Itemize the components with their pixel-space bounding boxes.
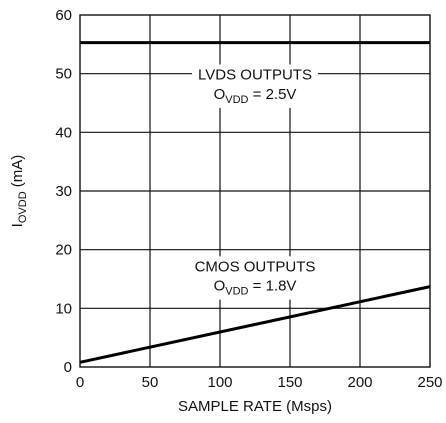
y-axis-title: IOVDD (mA): [9, 155, 29, 228]
y-tick-label: 30: [55, 183, 72, 200]
cmos-label-line2-sub: VDD: [225, 286, 248, 298]
plot-frame: [79, 14, 431, 368]
y-axis-title-rest: (mA): [9, 155, 26, 192]
y-tick-label: 20: [55, 242, 72, 259]
x-tick-label: 200: [347, 374, 372, 391]
cmos-label-background: [188, 256, 322, 300]
x-tick-label: 0: [76, 374, 84, 391]
x-axis-title: SAMPLE RATE (Msps): [178, 398, 332, 415]
series-layer: [79, 41, 431, 364]
lvds-label-line2: OVDD = 2.5V: [214, 86, 297, 106]
x-tick-labels: 0 50 100 150 200 250: [76, 374, 443, 391]
y-tick-label: 40: [55, 124, 72, 141]
y-tick-label: 50: [55, 66, 72, 83]
y-tick-label: 60: [55, 7, 72, 24]
x-tick-label: 100: [207, 374, 232, 391]
x-tick-label: 150: [277, 374, 302, 391]
lvds-label-line2-main: O: [214, 86, 226, 103]
x-tick-label: 50: [142, 374, 159, 391]
cmos-label-line2-main: O: [214, 278, 226, 295]
y-tick-label: 0: [64, 359, 72, 376]
y-axis-title-sub: OVDD: [17, 191, 29, 223]
lvds-label-background: [192, 64, 318, 108]
lvds-label-line2-sub: VDD: [225, 94, 248, 106]
x-tick-label: 250: [417, 374, 442, 391]
cmos-label-line1: CMOS OUTPUTS: [195, 258, 316, 275]
lvds-label-line1: LVDS OUTPUTS: [198, 67, 312, 84]
lvds-label-line2-rest: = 2.5V: [248, 86, 296, 103]
y-tick-label: 10: [55, 300, 72, 317]
y-axis-title-main: I: [9, 223, 26, 227]
series-line-cmos: [79, 285, 431, 364]
cmos-label-line2-rest: = 1.8V: [248, 278, 296, 295]
y-tick-labels: 0 10 20 30 40 50 60: [55, 7, 72, 376]
cmos-label-line2: OVDD = 1.8V: [214, 278, 297, 298]
